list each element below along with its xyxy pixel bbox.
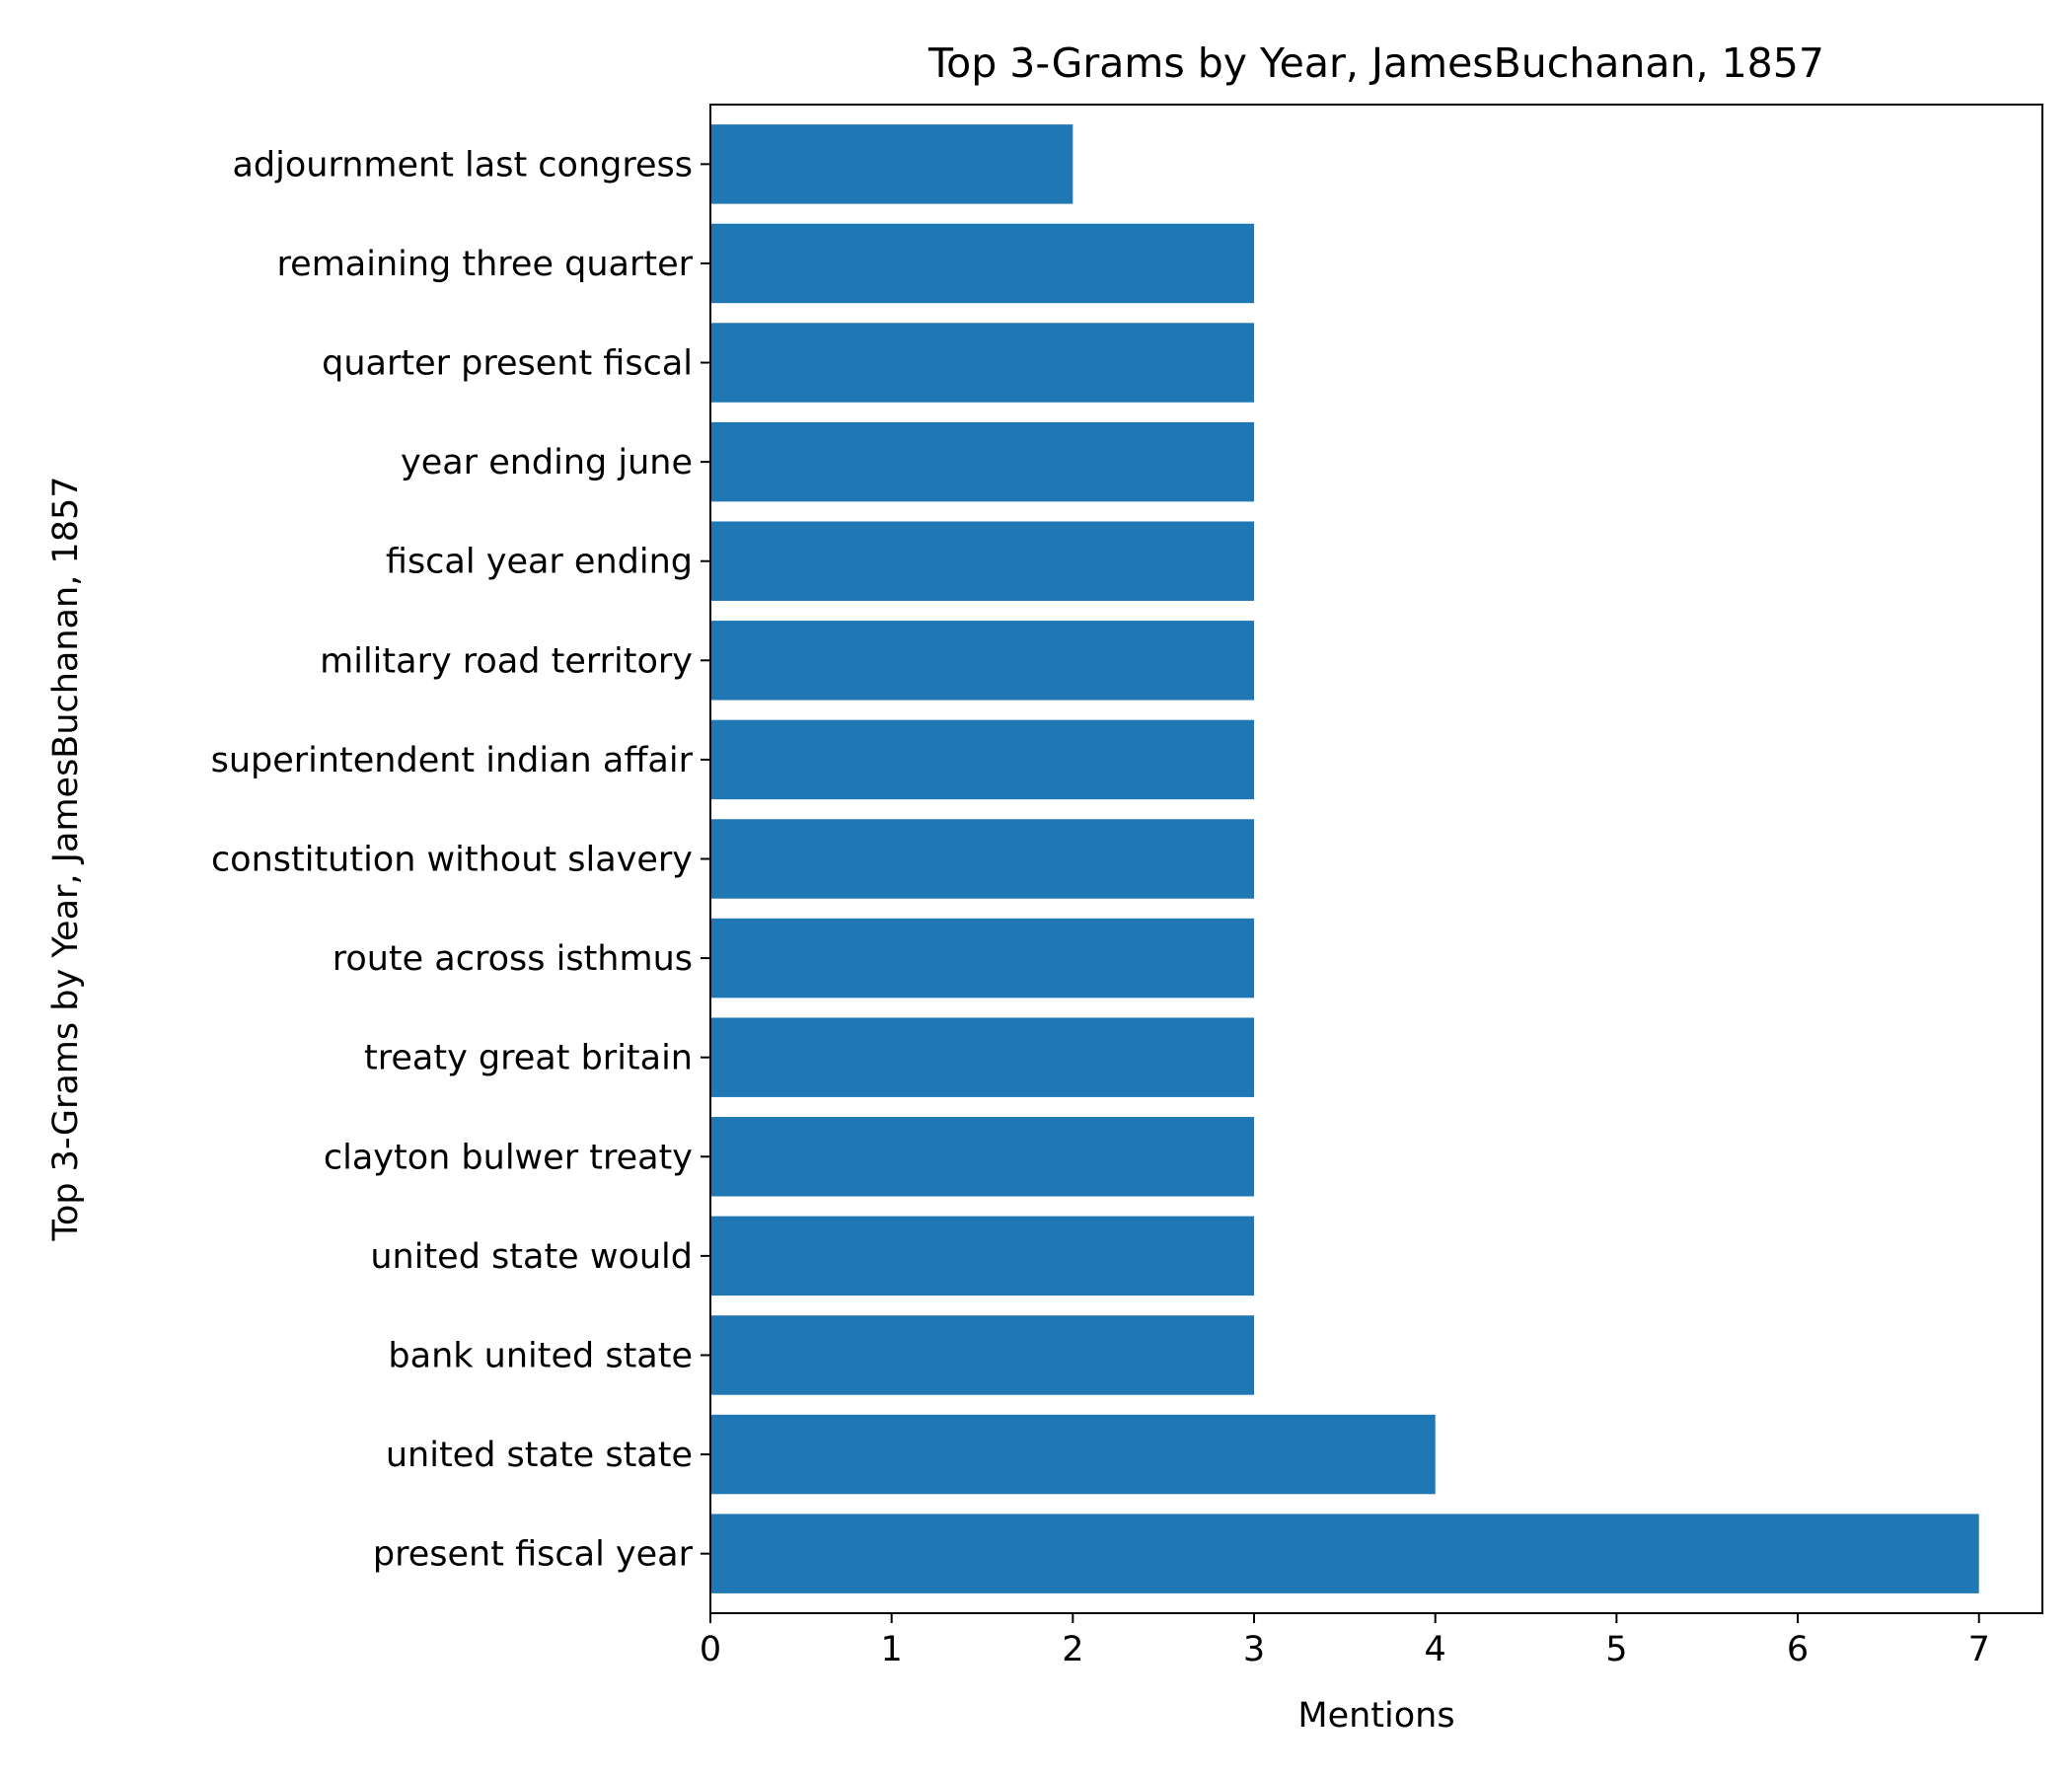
chart-title: Top 3-Grams by Year, JamesBuchanan, 1857 bbox=[927, 39, 1824, 87]
x-axis-title: Mentions bbox=[1297, 1696, 1454, 1736]
y-tick-label: route across isthmus bbox=[333, 939, 693, 979]
bar-adjournment-last-congress bbox=[710, 124, 1073, 204]
y-tick-label: clayton bulwer treaty bbox=[324, 1138, 693, 1177]
bar-clayton-bulwer-treaty bbox=[710, 1117, 1255, 1197]
bar-treaty-great-britain bbox=[710, 1017, 1255, 1097]
x-tick-label: 7 bbox=[1968, 1630, 1990, 1669]
bar-united-state-would bbox=[710, 1216, 1255, 1296]
bar-present-fiscal-year bbox=[710, 1514, 1979, 1593]
y-tick-label: remaining three quarter bbox=[277, 245, 694, 284]
bar-fiscal-year-ending bbox=[710, 521, 1255, 601]
y-tick-label: quarter present fiscal bbox=[322, 344, 693, 384]
bar-united-state-state bbox=[710, 1414, 1436, 1495]
y-tick-label: adjournment last congress bbox=[232, 145, 693, 185]
x-tick-label: 2 bbox=[1062, 1630, 1083, 1669]
bar-military-road-territory bbox=[710, 621, 1255, 701]
x-tick-label: 5 bbox=[1605, 1630, 1627, 1669]
y-tick-label: military road territory bbox=[320, 641, 693, 681]
bar-superintendent-indian-affair bbox=[710, 719, 1255, 800]
x-tick-label: 3 bbox=[1243, 1630, 1265, 1669]
y-tick-label: constitution without slavery bbox=[211, 841, 693, 880]
bar-bank-united-state bbox=[710, 1315, 1255, 1395]
y-tick-label: treaty great britain bbox=[364, 1039, 693, 1078]
y-tick-label: superintendent indian affair bbox=[211, 741, 694, 780]
y-tick-label: year ending june bbox=[401, 443, 693, 482]
y-tick-label: united state would bbox=[370, 1237, 693, 1277]
x-axis-ticks: 0 1 2 3 4 5 6 7 bbox=[700, 1613, 1990, 1669]
y-tick-label: united state state bbox=[386, 1436, 693, 1475]
bar-constitution-without-slavery bbox=[710, 819, 1255, 899]
x-tick-label: 4 bbox=[1425, 1630, 1446, 1669]
bar-route-across-isthmus bbox=[710, 918, 1255, 999]
bars-layer bbox=[710, 124, 1979, 1593]
y-tick-label: fiscal year ending bbox=[386, 543, 693, 582]
y-axis-title: Top 3-Grams by Year, JamesBuchanan, 1857 bbox=[46, 476, 86, 1241]
x-tick-label: 6 bbox=[1787, 1630, 1809, 1669]
bar-year-ending-june bbox=[710, 421, 1255, 502]
y-tick-label: present fiscal year bbox=[373, 1535, 694, 1575]
x-tick-label: 0 bbox=[700, 1630, 721, 1669]
bar-quarter-present-fiscal bbox=[710, 323, 1255, 403]
y-axis-ticks: present fiscal year united state state ban… bbox=[211, 145, 710, 1575]
y-tick-label: bank united state bbox=[388, 1336, 693, 1375]
bar-remaining-three-quarter bbox=[710, 223, 1255, 304]
x-tick-label: 1 bbox=[881, 1630, 903, 1669]
